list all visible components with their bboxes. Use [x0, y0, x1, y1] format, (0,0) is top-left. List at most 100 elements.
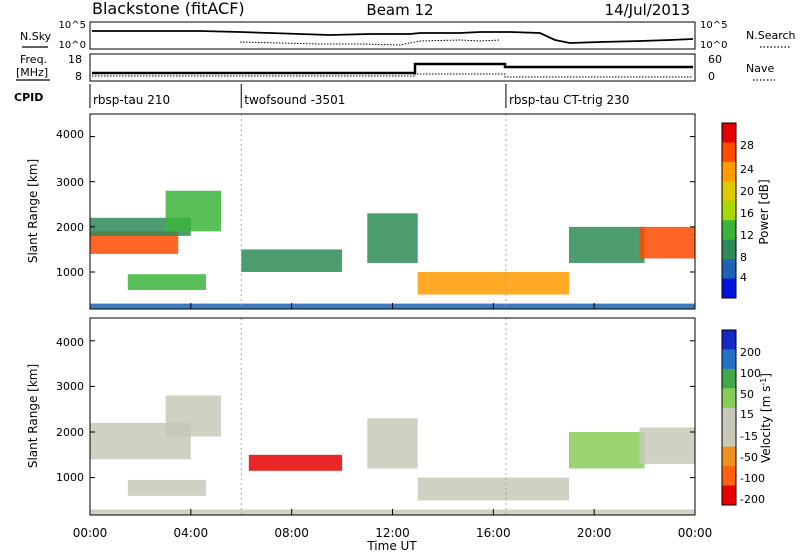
power-heatmap	[90, 114, 695, 309]
colorbar-swatch	[722, 407, 736, 428]
velocity-colorbar-tick: -50	[740, 451, 758, 464]
velocity-colorbar-label-main: Velocity [m s	[759, 386, 773, 463]
noise-right-label: N.Search	[746, 29, 796, 42]
power-colorbar-tick: 24	[740, 163, 754, 176]
velocity-ytick: 2000	[56, 426, 84, 439]
noise-right-tick: 10^0	[700, 40, 727, 51]
colorbar-swatch	[722, 161, 736, 182]
power-colorbar-tick: 20	[740, 185, 754, 198]
power-ytick: 3000	[56, 176, 84, 189]
nave-trace	[92, 73, 693, 78]
colorbar-swatch	[722, 349, 736, 370]
velocity-ylabel: Slant Range [km]	[26, 364, 40, 468]
noise-panel-frame	[89, 21, 696, 50]
velocity-colorbar-tick: 15	[740, 408, 754, 421]
heatmap-cell	[90, 231, 179, 254]
velocity-colorbar-label-end: ]	[759, 373, 773, 378]
velocity-colorbar-tick: 50	[740, 388, 754, 401]
nave-label: Nave	[746, 62, 774, 75]
heatmap-cell	[127, 274, 206, 291]
velocity-colorbar	[721, 329, 737, 506]
noise-left-tick: 10^5	[59, 20, 86, 31]
heatmap-cell	[127, 479, 206, 496]
noise-sky-trace	[92, 30, 694, 44]
time-tick-label: 16:00	[476, 526, 511, 540]
time-tick-label: 20:00	[577, 526, 612, 540]
power-ytick: 2000	[56, 221, 84, 234]
colorbar-swatch	[722, 123, 736, 143]
noise-right-tick: 10^5	[700, 20, 727, 31]
colorbar-swatch	[722, 330, 736, 350]
power-ytick: 1000	[56, 266, 84, 279]
heatmap-cell	[248, 454, 343, 471]
noise-search-trace	[239, 39, 501, 46]
colorbar-frame	[721, 329, 737, 506]
colorbar-swatch	[722, 200, 736, 221]
power-colorbar-tick: 16	[740, 207, 754, 220]
cpid-label: CPID	[14, 91, 43, 104]
time-tick-label: 00:00	[73, 526, 108, 540]
freq-trace	[92, 62, 693, 75]
velocity-colorbar-tick: -200	[740, 493, 765, 506]
freq-label-1: Freq.	[20, 53, 47, 66]
time-tick-label: 12:00	[375, 526, 410, 540]
colorbar-frame	[721, 122, 737, 299]
heatmap-cell	[417, 477, 569, 501]
colorbar-swatch	[722, 278, 736, 299]
date-title: 14/Jul/2013	[605, 1, 690, 19]
velocity-colorbar-tick: -100	[740, 472, 765, 485]
cpid-segment-label: rbsp-tau CT-trig 230	[509, 93, 629, 107]
power-colorbar	[721, 122, 737, 299]
heatmap-cell	[165, 395, 222, 437]
colorbar-swatch	[722, 368, 736, 389]
heatmap-cell	[568, 226, 645, 263]
power-ylabel: Slant Range [km]	[26, 159, 40, 263]
power-ytick: 4000	[56, 128, 84, 141]
station-title: Blackstone (fitACF)	[92, 0, 245, 18]
freq-left-tick: 18	[68, 53, 82, 66]
cpid-segments: rbsp-tau 210 twofsound -3501 rbsp-tau CT-t…	[89, 84, 629, 108]
heatmap-cell	[241, 249, 343, 272]
velocity-colorbar-tick: 200	[740, 346, 761, 359]
freq-right-tick: 60	[708, 53, 722, 66]
colorbar-swatch	[722, 485, 736, 506]
colorbar-swatch	[722, 181, 736, 202]
time-tick-label: 00:00	[678, 526, 713, 540]
power-colorbar-tick: 4	[740, 271, 747, 284]
cpid-segment-label: rbsp-tau 210	[93, 93, 170, 107]
cpid-segment-label: twofsound -3501	[244, 93, 345, 107]
power-colorbar-tick: 28	[740, 139, 754, 152]
colorbar-swatch	[722, 427, 736, 448]
freq-panel-frame	[89, 53, 696, 82]
heatmap-cell	[568, 432, 645, 469]
xaxis-label: Time UT	[366, 539, 417, 553]
power-colorbar-label: Power [dB]	[757, 179, 771, 244]
colorbar-swatch	[722, 446, 736, 467]
velocity-colorbar-label-sup: -1	[759, 378, 768, 386]
velocity-ytick: 4000	[56, 336, 84, 349]
time-axis: 00:00 04:00 08:00 12:00 16:00 20:00 00:00	[73, 303, 713, 540]
colorbar-swatch	[722, 239, 736, 260]
velocity-heatmap	[90, 318, 695, 515]
colorbar-swatch	[722, 142, 736, 163]
heatmap-cell	[639, 427, 695, 464]
colorbar-swatch	[722, 259, 736, 280]
heatmap-cell	[165, 190, 222, 232]
velocity-colorbar-tick: 100	[740, 367, 761, 380]
beam-title: Beam 12	[366, 1, 433, 19]
time-tick-label: 08:00	[274, 526, 309, 540]
heatmap-cell	[639, 226, 695, 259]
freq-label-2: [MHz]	[16, 66, 48, 79]
velocity-colorbar-tick: -15	[740, 430, 758, 443]
heatmap-cell	[417, 271, 569, 295]
power-colorbar-tick: 12	[740, 229, 754, 242]
noise-left-label: N.Sky	[20, 30, 52, 43]
velocity-ytick: 3000	[56, 380, 84, 393]
velocity-colorbar-label: Velocity [m s-1]	[759, 373, 773, 463]
noise-left-tick: 10^0	[59, 40, 86, 51]
heatmap-cell	[367, 418, 418, 469]
power-colorbar-tick: 8	[740, 251, 747, 264]
freq-left-tick: 8	[75, 70, 82, 83]
colorbar-swatch	[722, 388, 736, 409]
